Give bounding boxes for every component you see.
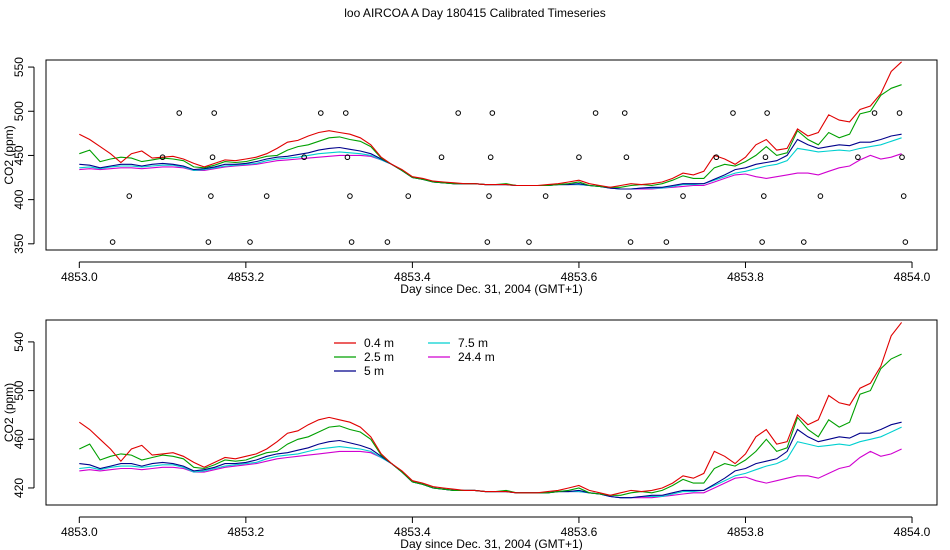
legend-label: 24.4 m: [458, 350, 495, 364]
data-point-marker: [344, 154, 351, 161]
y-tick-label: 350: [12, 233, 26, 253]
data-point-marker: [713, 154, 720, 161]
data-point-marker: [627, 239, 634, 245]
data-point-marker: [347, 193, 353, 199]
y-tick-label: 500: [12, 380, 26, 400]
data-point-marker: [109, 239, 116, 245]
y-axis-label: CO2 (ppm): [2, 125, 16, 184]
legend-label: 0.4 m: [364, 336, 394, 350]
y-tick-label: 500: [12, 101, 26, 121]
series-line-0-4-m-panel-1: [79, 61, 902, 188]
x-tick-label: 4853.4: [394, 270, 431, 284]
plot-frame-1: [45, 59, 938, 251]
data-point-marker: [621, 110, 628, 116]
y-tick-label: 550: [12, 57, 26, 77]
data-point-marker: [301, 154, 307, 161]
data-point-marker: [663, 239, 670, 245]
data-point-marker: [760, 193, 767, 199]
data-point-marker: [487, 154, 494, 161]
data-point-marker: [486, 193, 492, 199]
data-point-marker: [176, 110, 183, 116]
data-point-marker: [902, 239, 909, 245]
data-point-marker: [576, 154, 582, 161]
data-point-marker: [764, 110, 770, 116]
data-point-marker: [263, 193, 270, 199]
y-tick-label: 540: [12, 332, 26, 352]
data-point-marker: [680, 193, 686, 199]
data-point-marker: [126, 193, 133, 199]
series-line-0-4-m-panel-2: [78, 322, 903, 496]
legend-label: 7.5 m: [458, 336, 488, 350]
series-line-5-m-panel-1: [79, 133, 902, 190]
data-point-marker: [159, 154, 166, 161]
data-point-marker: [247, 239, 253, 245]
y-tick-label: 400: [12, 189, 26, 209]
x-tick-label: 4853.0: [61, 525, 98, 539]
data-point-marker: [900, 193, 907, 199]
data-point-marker: [899, 154, 905, 161]
x-tick-label: 4853.2: [227, 525, 264, 539]
y-tick-label: 450: [12, 145, 26, 165]
x-axis-label: Day since Dec. 31, 2004 (GMT+1): [400, 282, 582, 296]
series-line-7-5-m-panel-2: [79, 426, 902, 499]
x-tick-label: 4854.0: [894, 270, 931, 284]
x-tick-label: 4853.6: [561, 525, 598, 539]
data-point-marker: [348, 239, 355, 245]
data-point-marker: [405, 193, 412, 199]
data-point-marker: [542, 193, 549, 199]
x-tick-label: 4853.8: [727, 525, 764, 539]
y-tick-label: 460: [12, 429, 26, 449]
series-line-7-5-m-panel-1: [79, 137, 902, 190]
data-point-marker: [384, 239, 391, 245]
data-point-marker: [438, 154, 445, 161]
data-point-marker: [209, 154, 216, 161]
x-tick-label: 4853.0: [61, 270, 98, 284]
x-tick-label: 4853.6: [561, 270, 598, 284]
series-line-24-4-m-panel-2: [79, 448, 902, 499]
series-line-2-5-m-panel-1: [79, 84, 902, 188]
data-point-marker: [208, 193, 214, 199]
plot-frame-2: [45, 319, 938, 506]
data-point-marker: [762, 154, 769, 161]
data-point-marker: [489, 110, 496, 116]
data-point-marker: [817, 193, 824, 199]
series-line-24-4-m-panel-1: [79, 153, 902, 190]
data-point-marker: [759, 239, 765, 245]
data-point-marker: [484, 239, 491, 245]
data-point-marker: [211, 110, 218, 116]
x-tick-label: 4853.2: [227, 270, 264, 284]
data-point-marker: [855, 154, 861, 161]
legend-label: 5 m: [364, 364, 384, 378]
data-point-marker: [871, 110, 878, 116]
data-point-marker: [592, 110, 599, 116]
data-point-marker: [623, 154, 630, 161]
x-axis-label: Day since Dec. 31, 2004 (GMT+1): [400, 537, 582, 550]
data-point-marker: [626, 193, 632, 199]
data-point-marker: [317, 110, 324, 116]
y-tick-label: 420: [12, 478, 26, 498]
series-line-2-5-m-panel-2: [79, 353, 902, 496]
data-point-marker: [455, 110, 461, 116]
data-point-marker: [526, 239, 532, 245]
x-tick-label: 4854.0: [894, 525, 931, 539]
y-axis-label: CO2 (ppm): [2, 383, 16, 442]
x-tick-label: 4853.4: [394, 525, 431, 539]
data-point-marker: [342, 110, 349, 116]
x-tick-label: 4853.8: [727, 270, 764, 284]
series-line-5-m-panel-2: [79, 421, 902, 499]
data-point-marker: [730, 110, 736, 116]
data-point-marker: [800, 239, 807, 245]
data-point-marker: [896, 110, 903, 116]
page-title: loo AIRCOA A Day 180415 Calibrated Times…: [344, 6, 606, 20]
data-point-marker: [205, 239, 212, 245]
legend-label: 2.5 m: [364, 350, 394, 364]
